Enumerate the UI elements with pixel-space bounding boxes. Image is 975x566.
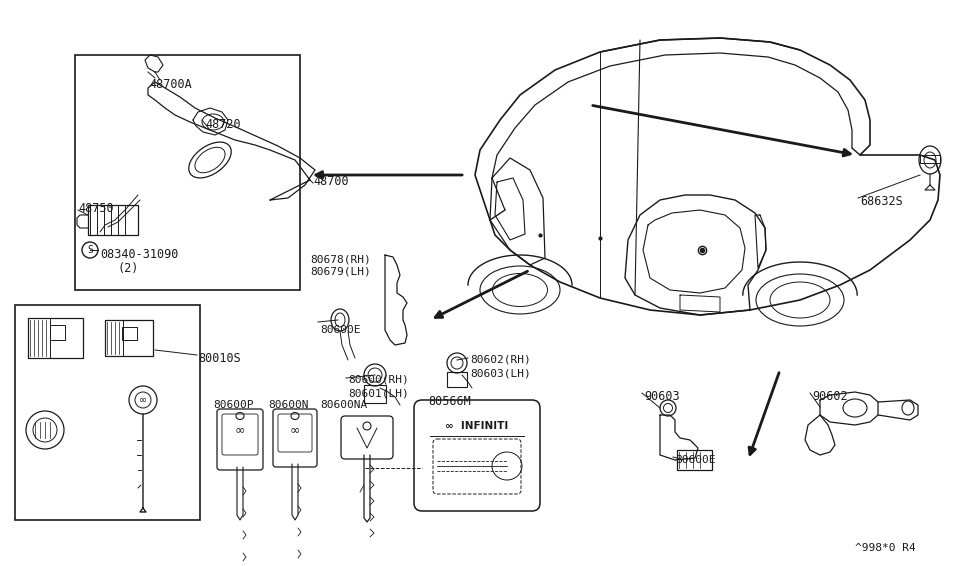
Text: ∞  INFINITI: ∞ INFINITI: [446, 421, 509, 431]
Text: 48720: 48720: [205, 118, 241, 131]
Text: 48750: 48750: [78, 202, 114, 215]
Bar: [28, 318, 50, 358]
Text: 80679(LH): 80679(LH): [310, 267, 370, 277]
Text: 80600E: 80600E: [320, 325, 361, 335]
Bar: [75, 55, 300, 290]
Bar: [677, 450, 712, 470]
Text: 80602(RH): 80602(RH): [470, 355, 530, 365]
Text: S: S: [87, 245, 93, 255]
Bar: [122, 327, 137, 340]
Bar: [447, 372, 467, 387]
Text: ∞: ∞: [235, 423, 245, 436]
Text: 48700: 48700: [313, 175, 349, 188]
Text: 80600N: 80600N: [268, 400, 308, 410]
Text: ∞: ∞: [290, 423, 300, 436]
Bar: [88, 205, 138, 235]
Text: 48700A: 48700A: [149, 78, 192, 91]
Bar: [364, 385, 386, 403]
Text: 80678(RH): 80678(RH): [310, 255, 370, 265]
Text: 90602: 90602: [812, 390, 847, 403]
Text: 80010S: 80010S: [198, 352, 241, 365]
Bar: [105, 320, 123, 356]
Text: 90603: 90603: [644, 390, 680, 403]
Bar: [50, 325, 65, 340]
Text: 08340-31090: 08340-31090: [100, 248, 178, 261]
Text: ∞: ∞: [138, 395, 147, 405]
Bar: [15, 305, 200, 520]
Bar: [28, 318, 83, 358]
Text: (2): (2): [118, 262, 139, 275]
Text: 80600(RH): 80600(RH): [348, 375, 409, 385]
Text: 80603(LH): 80603(LH): [470, 368, 530, 378]
Text: 80600NA: 80600NA: [320, 400, 368, 410]
Bar: [105, 320, 153, 356]
Text: 80566M: 80566M: [428, 395, 471, 408]
Text: 80601(LH): 80601(LH): [348, 388, 409, 398]
Text: 80600P: 80600P: [213, 400, 254, 410]
Text: ^998*0 R4: ^998*0 R4: [855, 543, 916, 553]
Text: 80600E: 80600E: [675, 455, 716, 465]
Bar: [920, 155, 940, 163]
Text: 68632S: 68632S: [860, 195, 903, 208]
